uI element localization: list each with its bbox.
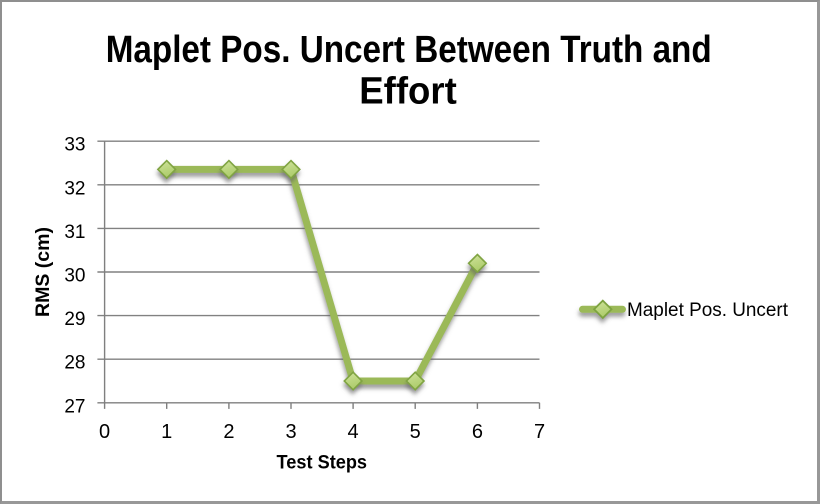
svg-text:RMS (cm): RMS (cm) xyxy=(33,227,54,317)
svg-text:6: 6 xyxy=(472,421,483,443)
svg-text:31: 31 xyxy=(64,222,85,243)
svg-text:0: 0 xyxy=(99,421,110,443)
svg-text:27: 27 xyxy=(64,396,85,417)
svg-text:Test Steps: Test Steps xyxy=(277,453,368,474)
svg-text:28: 28 xyxy=(64,353,85,374)
svg-text:1: 1 xyxy=(161,421,172,443)
svg-text:32: 32 xyxy=(64,178,85,199)
svg-text:Effort: Effort xyxy=(359,70,457,112)
svg-text:3: 3 xyxy=(285,421,296,443)
svg-text:33: 33 xyxy=(64,135,85,156)
svg-text:4: 4 xyxy=(348,421,359,443)
svg-text:2: 2 xyxy=(223,421,234,443)
svg-text:7: 7 xyxy=(534,421,545,443)
svg-text:Maplet Pos. Uncert Between Tru: Maplet Pos. Uncert Between Truth and xyxy=(106,29,712,71)
svg-text:Maplet Pos. Uncert: Maplet Pos. Uncert xyxy=(627,300,789,321)
svg-text:5: 5 xyxy=(410,421,421,443)
svg-text:30: 30 xyxy=(64,266,85,287)
svg-text:29: 29 xyxy=(64,309,85,330)
